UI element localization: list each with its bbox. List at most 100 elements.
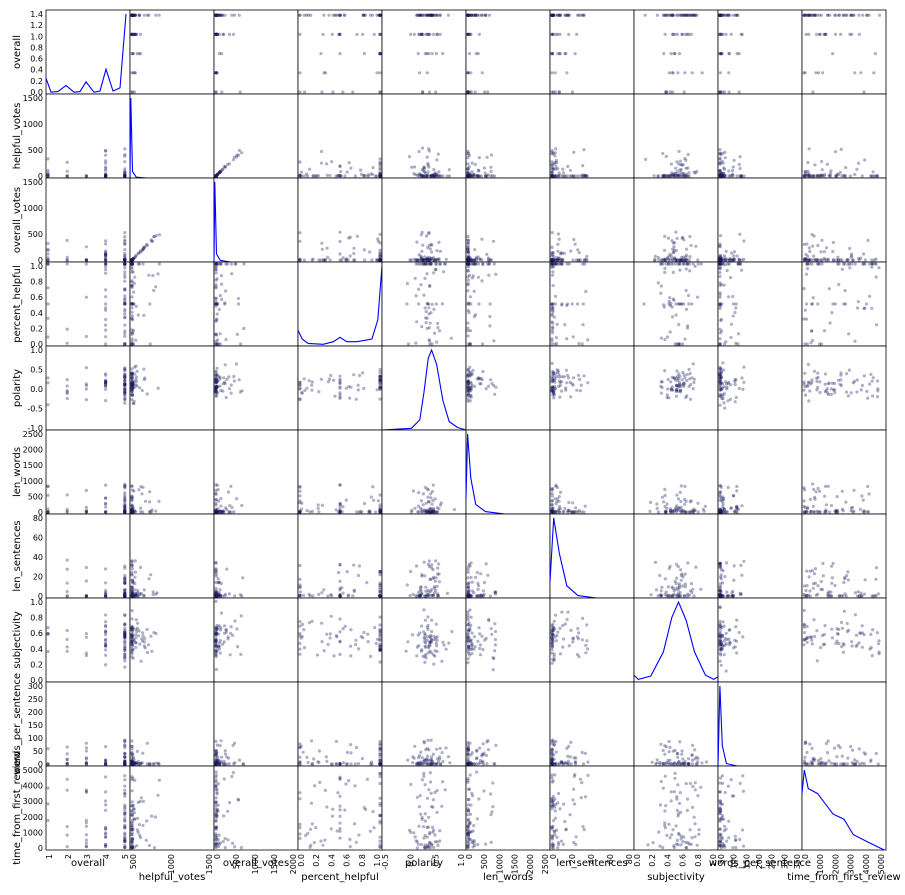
- data-point: [232, 158, 236, 162]
- data-point: [555, 485, 560, 490]
- data-point: [417, 491, 421, 495]
- data-point: [104, 253, 108, 257]
- data-point: [724, 382, 729, 386]
- data-point: [721, 32, 725, 37]
- data-point: [437, 507, 441, 511]
- data-point: [236, 302, 241, 306]
- data-point: [214, 488, 218, 492]
- data-point: [214, 333, 218, 337]
- data-point: [490, 174, 494, 178]
- data-point: [424, 321, 428, 325]
- data-point: [550, 306, 554, 310]
- data-point: [316, 503, 320, 507]
- data-point: [242, 262, 246, 266]
- data-point: [130, 332, 134, 336]
- data-point: [123, 174, 127, 178]
- data-point: [214, 174, 218, 178]
- data-point: [84, 174, 88, 178]
- data-point: [426, 495, 430, 499]
- data-point: [419, 283, 423, 287]
- data-point: [718, 161, 722, 165]
- data-point: [741, 387, 745, 391]
- data-point: [426, 623, 430, 628]
- data-point: [661, 13, 666, 17]
- data-point: [718, 266, 722, 270]
- data-point: [866, 238, 870, 242]
- data-point: [468, 32, 472, 37]
- data-point: [123, 174, 127, 178]
- data-point: [442, 643, 446, 647]
- data-point: [219, 274, 223, 278]
- data-point: [476, 174, 480, 178]
- data-point: [65, 558, 69, 562]
- data-point: [804, 588, 808, 593]
- data-point: [695, 13, 699, 17]
- data-point: [696, 258, 700, 262]
- data-point: [870, 258, 874, 262]
- cell-overall_votes-vs-subjectivity: [633, 177, 719, 263]
- data-point: [550, 174, 555, 178]
- data-point: [65, 391, 69, 396]
- data-point: [810, 302, 815, 306]
- data-point: [555, 368, 559, 372]
- data-point: [829, 169, 833, 173]
- data-point: [642, 302, 646, 306]
- data-point: [550, 13, 555, 17]
- data-point: [221, 168, 225, 172]
- data-point: [685, 378, 689, 383]
- data-point: [847, 368, 852, 372]
- cell-overall_votes-vs-overall_votes: [213, 177, 299, 263]
- data-point: [65, 567, 69, 571]
- data-point: [378, 90, 382, 94]
- data-point: [700, 71, 704, 75]
- data-point: [131, 385, 135, 389]
- data-point: [298, 386, 302, 390]
- data-point: [218, 13, 222, 17]
- data-point: [819, 250, 823, 254]
- data-point: [672, 245, 676, 249]
- data-point: [214, 71, 218, 75]
- data-point: [104, 633, 108, 637]
- data-point: [677, 302, 682, 306]
- data-point: [424, 32, 428, 37]
- data-point: [298, 632, 302, 636]
- data-point: [214, 648, 218, 652]
- data-point: [731, 494, 736, 498]
- data-point: [65, 389, 69, 393]
- data-point: [466, 262, 470, 266]
- data-point: [84, 632, 88, 636]
- data-point: [493, 174, 497, 178]
- data-point: [423, 618, 427, 622]
- data-point: [805, 594, 809, 598]
- data-point: [214, 13, 218, 17]
- data-point: [434, 174, 439, 178]
- data-point: [415, 13, 419, 17]
- data-point: [860, 174, 864, 178]
- data-point: [421, 492, 425, 496]
- cell-len_words-vs-subjectivity: [633, 429, 719, 515]
- data-point: [131, 510, 135, 514]
- data-point: [214, 394, 218, 398]
- data-point: [431, 173, 435, 177]
- data-point: [214, 174, 218, 178]
- cell-frame: [213, 9, 299, 95]
- data-point: [104, 159, 108, 163]
- data-point: [688, 372, 692, 376]
- data-point: [556, 242, 560, 246]
- data-point: [813, 13, 817, 17]
- data-point: [691, 362, 695, 366]
- data-point: [84, 295, 88, 299]
- data-point: [375, 13, 379, 17]
- data-point: [722, 166, 726, 170]
- data-point: [685, 32, 689, 37]
- data-point: [426, 302, 430, 306]
- data-point: [557, 13, 561, 17]
- cell-frame: [465, 177, 551, 263]
- data-point: [84, 387, 88, 391]
- data-point: [862, 262, 866, 266]
- cell-polarity-vs-overall_votes: [213, 345, 299, 431]
- data-point: [550, 302, 554, 306]
- data-point: [721, 13, 726, 17]
- data-point: [130, 13, 134, 17]
- data-point: [221, 382, 225, 386]
